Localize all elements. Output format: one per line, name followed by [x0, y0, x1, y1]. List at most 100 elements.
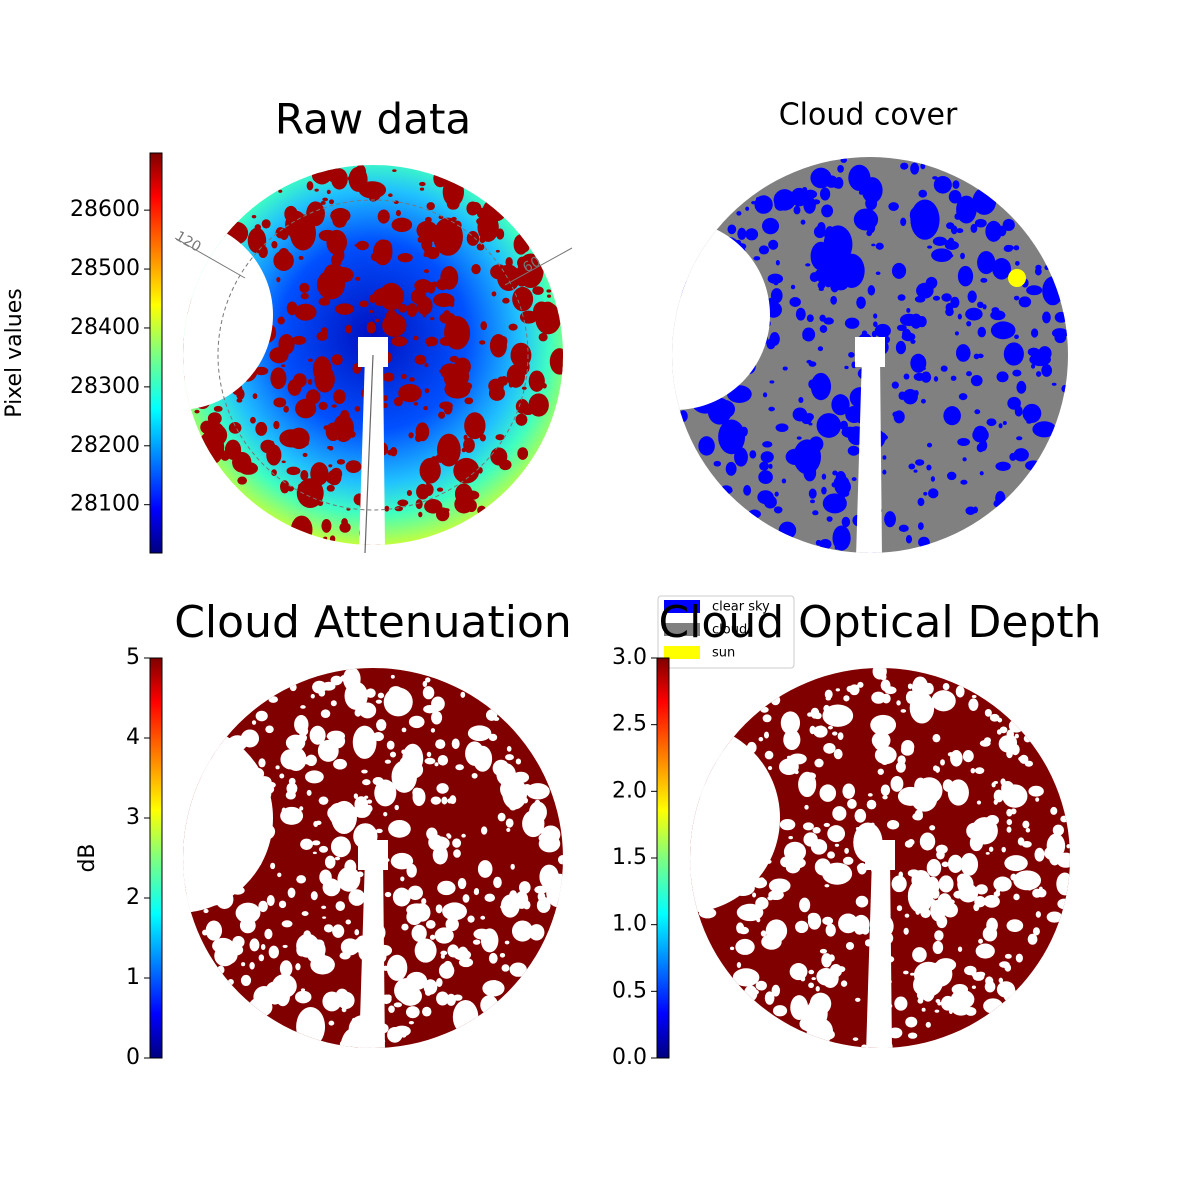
image-blob: [238, 942, 243, 947]
image-blob: [839, 420, 848, 431]
image-blob: [499, 336, 508, 347]
image-blob: [333, 389, 346, 404]
colorbar-tick-label: 3: [126, 805, 140, 830]
image-blob: [763, 731, 770, 739]
image-blob: [437, 754, 449, 766]
image-blob: [424, 499, 443, 514]
image-blob: [996, 729, 1002, 735]
image-blob: [240, 729, 260, 748]
image-blob: [449, 355, 459, 363]
image-blob: [998, 735, 1017, 753]
image-blob: [388, 819, 411, 838]
image-blob: [424, 362, 429, 368]
image-blob: [425, 677, 431, 683]
image-blob: [760, 930, 767, 937]
image-blob: [521, 386, 527, 390]
image-blob: [989, 713, 1000, 722]
image-blob: [483, 223, 491, 231]
image-mask: [358, 840, 388, 870]
image-blob: [480, 217, 487, 224]
image-blob: [311, 840, 321, 846]
image-blob: [318, 796, 329, 805]
image-blob: [837, 164, 844, 173]
image-mask: [855, 337, 885, 367]
image-blob: [372, 287, 393, 306]
image-blob: [941, 293, 952, 302]
image-blob: [473, 888, 480, 896]
image-blob: [984, 708, 992, 717]
image-blob: [950, 375, 957, 381]
image-blob: [454, 483, 473, 505]
image-blob: [884, 336, 890, 344]
image-blob: [960, 479, 968, 485]
image-blob: [332, 247, 345, 263]
colorbar-tick-label: 0: [126, 1045, 140, 1070]
image-blob: [806, 1017, 834, 1045]
image-blob: [515, 358, 530, 376]
image-blob: [822, 704, 854, 727]
image-blob: [309, 1030, 319, 1037]
image-blob: [484, 893, 496, 902]
image-blob: [904, 913, 910, 918]
image-blob: [372, 732, 384, 742]
image-blob: [278, 189, 283, 193]
image-blob: [932, 295, 941, 301]
image-blob: [407, 885, 423, 901]
image-blob: [432, 845, 448, 865]
image-blob: [236, 388, 245, 400]
image-blob: [517, 243, 530, 253]
colorbar-tick-label: 4: [126, 725, 140, 750]
image-blob: [343, 668, 361, 691]
image-blob: [956, 228, 964, 234]
image-blob: [251, 214, 257, 219]
image-blob: [415, 499, 423, 510]
image-blob: [993, 876, 1012, 892]
image-blob: [934, 930, 944, 941]
image-blob: [334, 856, 341, 861]
image-blob: [422, 680, 428, 688]
image-blob: [805, 263, 811, 267]
image-blob: [466, 499, 477, 513]
image-blob: [305, 770, 324, 784]
image-blob: [788, 753, 807, 765]
image-blob: [449, 795, 457, 805]
image-blob: [466, 201, 480, 216]
image-blob: [381, 781, 389, 790]
image-blob: [430, 281, 439, 288]
image-blob: [977, 301, 984, 309]
image-blob: [326, 730, 346, 742]
image-blob: [1024, 872, 1039, 885]
image-blob: [249, 961, 255, 970]
image-blob: [950, 750, 963, 767]
image-blob: [752, 892, 757, 898]
image-blob: [1006, 919, 1024, 933]
image-blob: [1010, 873, 1017, 881]
image-blob: [258, 900, 268, 913]
image-blob: [336, 991, 343, 997]
image-blob: [822, 493, 847, 514]
image-blob: [737, 227, 747, 240]
image-blob: [424, 757, 436, 765]
image-blob: [301, 440, 309, 447]
image-blob: [1030, 328, 1039, 338]
image-blob: [492, 980, 497, 983]
image-blob: [1002, 784, 1028, 808]
legend-swatch: [664, 646, 700, 659]
image-blob: [928, 961, 953, 987]
image-blob: [903, 927, 909, 935]
image-blob: [909, 206, 923, 224]
image-blob: [1035, 911, 1041, 918]
image-blob: [874, 742, 884, 750]
image-blob: [506, 827, 511, 833]
image-blob: [515, 413, 528, 426]
image-blob: [1030, 363, 1036, 369]
image-blob: [745, 206, 750, 211]
image-mask: [865, 840, 895, 870]
image-blob: [335, 303, 354, 315]
image-mask: [672, 220, 770, 410]
image-blob: [1057, 898, 1070, 910]
image-blob: [408, 432, 414, 439]
image-blob: [306, 389, 321, 405]
image-blob: [819, 187, 831, 201]
image-blob: [1060, 815, 1069, 823]
